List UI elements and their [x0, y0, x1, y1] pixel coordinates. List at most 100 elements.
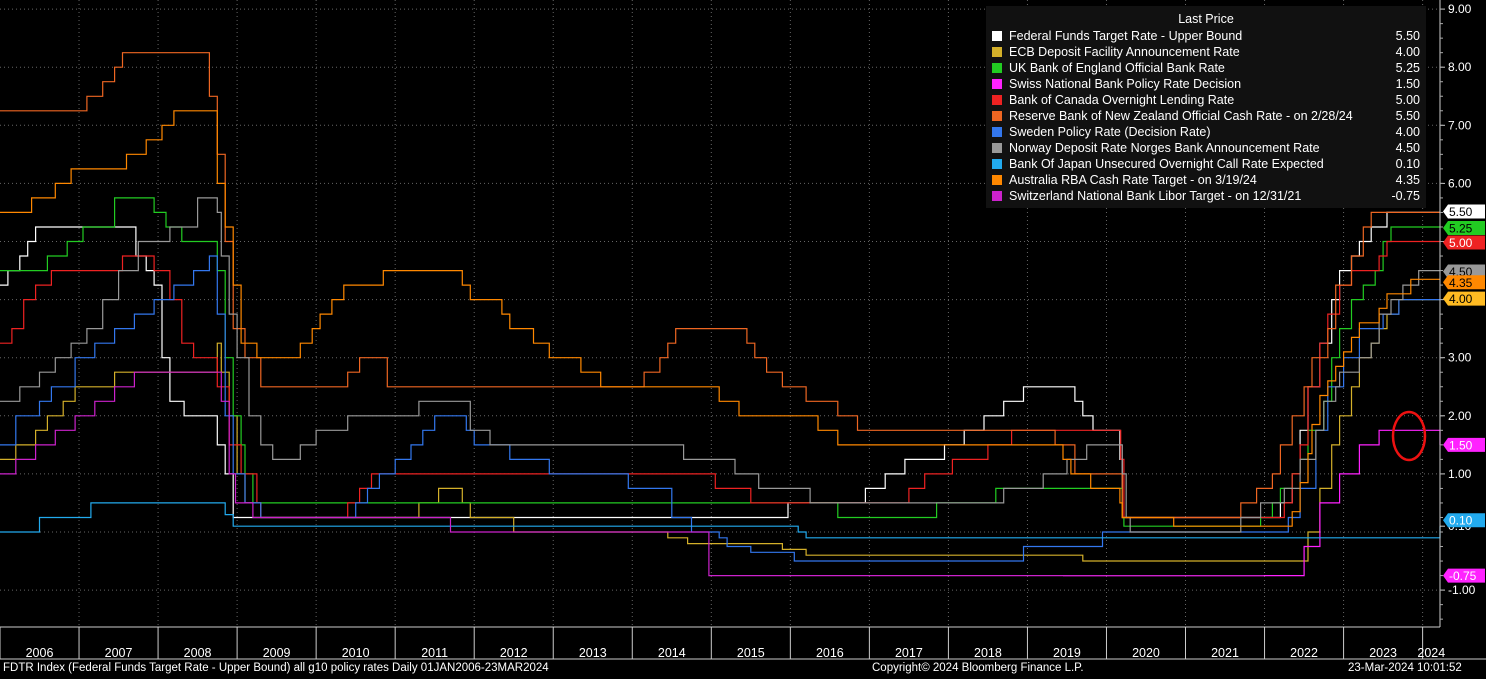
legend-swatch [992, 175, 1002, 185]
y-tick-label: 3.00 [1448, 351, 1472, 365]
last-value-tag-label: -0.75 [1449, 569, 1477, 583]
footer-copyright: Copyright© 2024 Bloomberg Finance L.P. [872, 662, 1084, 674]
legend-last-price: 4.50 [1395, 141, 1420, 155]
y-tick-label: 8.00 [1448, 60, 1472, 74]
x-tick-label: 2008 [184, 646, 212, 660]
series-lines [0, 52, 1441, 577]
series-line-5 [0, 52, 1440, 519]
legend-item: Swiss National Bank Policy Rate Decision… [992, 76, 1420, 92]
legend-swatch [992, 143, 1002, 153]
x-tick-label: 2012 [500, 646, 528, 660]
legend-series-name: Federal Funds Target Rate - Upper Bound [1009, 29, 1243, 43]
x-tick-label: 2015 [737, 646, 765, 660]
x-tick-label: 2013 [579, 646, 607, 660]
legend-series-name: Bank of Canada Overnight Lending Rate [1009, 93, 1235, 107]
last-value-tag-label: 4.35 [1449, 276, 1473, 290]
legend-series-name: Swiss National Bank Policy Rate Decision [1009, 77, 1242, 91]
legend-series-name: Norway Deposit Rate Norges Bank Announce… [1009, 141, 1320, 155]
series-line-3 [1063, 429, 1441, 577]
y-tick-label: 9.00 [1448, 2, 1472, 16]
legend-last-price: 5.00 [1395, 93, 1420, 107]
x-tick-label: 2019 [1053, 646, 1081, 660]
x-tick-label: 2010 [342, 646, 370, 660]
annotation-circle [1391, 410, 1427, 462]
y-tick-label: 7.00 [1448, 118, 1472, 132]
legend-last-price: 4.35 [1395, 173, 1420, 187]
x-tick-label: 2018 [974, 646, 1002, 660]
last-value-tag-label: 0.10 [1449, 514, 1473, 528]
legend-swatch [992, 63, 1002, 73]
x-tick-label: 2006 [26, 646, 54, 660]
x-tick-label: 2022 [1290, 646, 1318, 660]
legend-item: UK Bank of England Official Bank Rate 5.2… [992, 60, 1420, 76]
legend-swatch [992, 31, 1002, 41]
last-value-tag-label: 5.25 [1449, 221, 1473, 235]
y-tick-label: 2.00 [1448, 409, 1472, 423]
legend-last-price: 5.50 [1395, 29, 1420, 43]
legend-last-price: -0.75 [1391, 189, 1421, 203]
series-line-1 [0, 299, 1440, 562]
x-tick-label: 2014 [658, 646, 686, 660]
x-tick-label: 2016 [816, 646, 844, 660]
legend-item: ECB Deposit Facility Announcement Rate 4.… [992, 44, 1420, 60]
legend-last-price: 4.00 [1395, 125, 1420, 139]
series-line-2 [0, 197, 1440, 527]
legend-item: Switzerland National Bank Libor Target -… [992, 188, 1420, 204]
series-line-8 [0, 502, 1441, 539]
legend-last-price: 4.00 [1395, 45, 1420, 59]
legend-title: Last Price [1178, 12, 1234, 26]
legend-swatch [992, 191, 1002, 201]
legend-last-price: 5.50 [1395, 109, 1420, 123]
last-value-tags: 5.505.255.004.504.354.001.500.10-0.75 [1443, 204, 1485, 583]
last-value-tag-label: 5.00 [1449, 236, 1473, 250]
last-value-tag [1443, 513, 1485, 528]
legend-swatch [992, 79, 1002, 89]
last-value-tag [1443, 291, 1485, 306]
last-value-tag [1443, 220, 1485, 235]
legend-last-price: 5.25 [1395, 61, 1420, 75]
series-line-9 [0, 110, 1440, 527]
footer-description: FDTR Index (Federal Funds Target Rate - … [3, 662, 549, 674]
x-tick-label: 2009 [263, 646, 291, 660]
x-tick-label: 2021 [1211, 646, 1239, 660]
legend-item: Bank Of Japan Unsecured Overnight Call R… [992, 156, 1420, 172]
x-tick-label: 2024 [1417, 646, 1445, 660]
series-line-10 [0, 371, 1264, 577]
legend-series-name: Sweden Policy Rate (Decision Rate) [1009, 125, 1211, 139]
legend-series-name: UK Bank of England Official Bank Rate [1009, 61, 1225, 75]
last-value-tag-label: 1.50 [1449, 438, 1473, 452]
last-value-tag-label: 5.50 [1449, 205, 1473, 219]
last-value-tag-label: 4.00 [1449, 292, 1473, 306]
legend-swatch [992, 95, 1002, 105]
legend-item: Australia RBA Cash Rate Target - on 3/19… [992, 172, 1420, 188]
legend-swatch [992, 127, 1002, 137]
x-tick-label: 2007 [105, 646, 133, 660]
y-tick-label: 6.00 [1448, 176, 1472, 190]
series-line-0 [0, 211, 1440, 519]
legend-item: Federal Funds Target Rate - Upper Bound 5… [992, 28, 1420, 44]
x-tick-label: 2011 [421, 646, 448, 660]
legend-series-name: Bank Of Japan Unsecured Overnight Call R… [1009, 157, 1324, 171]
legend-item: Reserve Bank of New Zealand Official Cas… [992, 108, 1420, 124]
legend-item: Bank of Canada Overnight Lending Rate 5.0… [992, 92, 1420, 108]
legend: Last Price Federal Funds Target Rate - U… [986, 6, 1426, 208]
legend-swatch [992, 111, 1002, 121]
axes: 9.00 8.00 7.00 6.00 5.00 4.00 3.00 2.00 1.00 0.10… [0, 0, 1486, 660]
series-line-4 [0, 240, 1440, 519]
x-tick-label: 2020 [1132, 646, 1160, 660]
last-value-tag [1443, 568, 1485, 583]
y-tick-label: -1.00 [1448, 583, 1476, 597]
last-value-tag [1443, 437, 1485, 452]
legend-series-name: ECB Deposit Facility Announcement Rate [1009, 45, 1240, 59]
legend-series-name: Switzerland National Bank Libor Target -… [1009, 189, 1302, 203]
last-value-tag [1443, 204, 1485, 219]
last-value-tag [1443, 235, 1485, 250]
legend-last-price: 0.10 [1395, 157, 1420, 171]
legend-item: Norway Deposit Rate Norges Bank Announce… [992, 140, 1420, 156]
legend-series-name: Australia RBA Cash Rate Target - on 3/19… [1009, 173, 1257, 187]
footer-timestamp: 23-Mar-2024 10:01:52 [1348, 662, 1462, 674]
last-value-tag [1443, 264, 1485, 279]
legend-swatch [992, 47, 1002, 57]
series-line-7 [0, 197, 1440, 533]
